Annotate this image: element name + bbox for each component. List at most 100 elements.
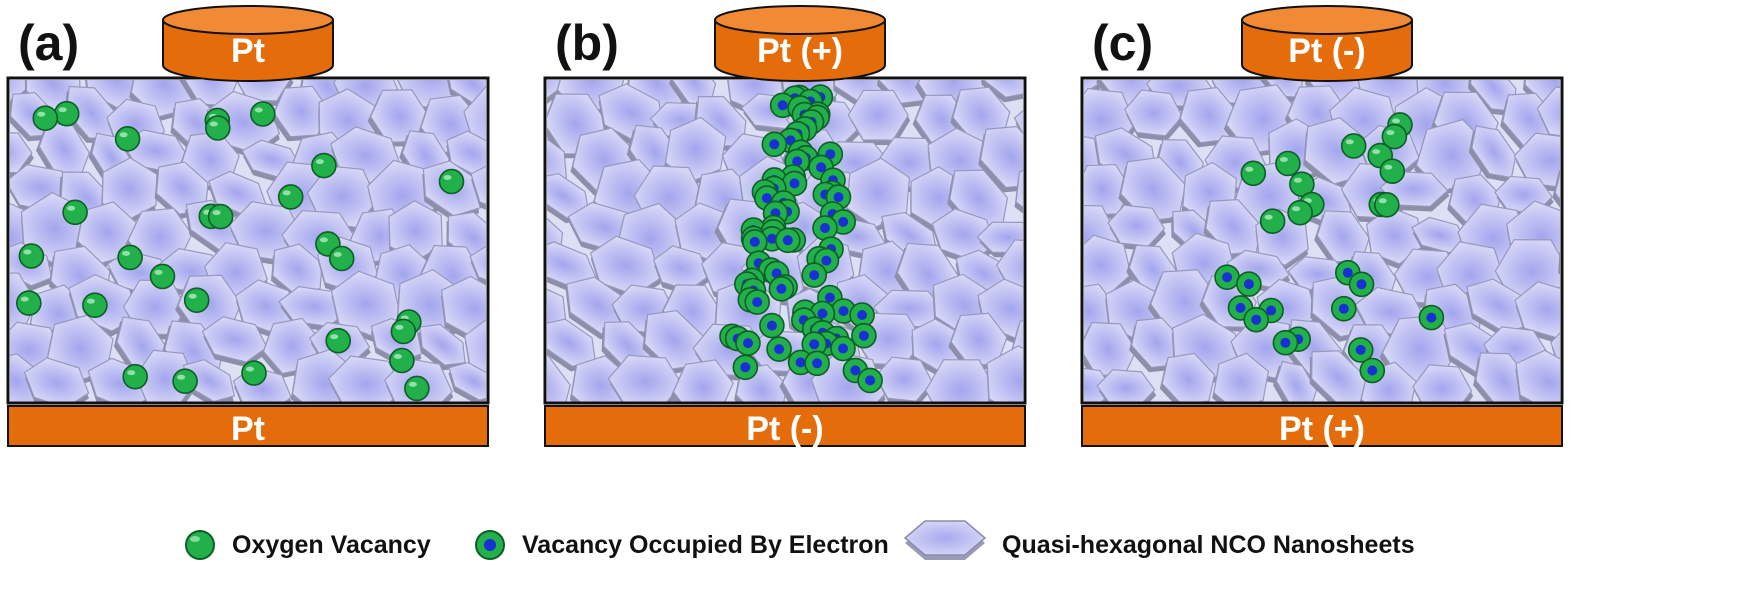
- occupied-vacancy: [1330, 295, 1357, 322]
- nanosheet: [448, 361, 486, 402]
- panel-c-diagram: Pt (-) Pt (+): [1080, 5, 1564, 448]
- nanosheet: [670, 359, 734, 402]
- nanosheet: [925, 359, 999, 402]
- oxygen-vacancy: [325, 327, 352, 354]
- nanosheet: [1466, 278, 1533, 338]
- occupied-vacancy: [1418, 304, 1445, 331]
- nanosheet: [1010, 314, 1023, 374]
- occupied-vacancy: [744, 289, 770, 315]
- top-electrode-label: Pt (-): [1288, 32, 1365, 70]
- top-electrode: Pt: [162, 5, 334, 82]
- nanosheet: [271, 243, 323, 300]
- nanosheet: [470, 159, 486, 222]
- panel-a: Pt Pt (a): [6, 0, 528, 500]
- bottom-electrode: Pt (-): [544, 405, 1026, 448]
- oxygen-vacancy: [277, 184, 304, 210]
- panel-c: Pt (-) Pt (+) (c): [1080, 0, 1602, 500]
- oxygen-vacancy: [62, 199, 88, 226]
- legend-nanosheets: Quasi-hexagonal NCO Nanosheets: [900, 515, 1415, 575]
- oxygen-vacancy: [205, 115, 231, 141]
- oxygen-vacancy: [15, 290, 42, 316]
- occupied-vacancy: [735, 330, 761, 356]
- nanosheet: [1314, 210, 1370, 268]
- oxygen-vacancy: [1275, 150, 1301, 177]
- oxygen-vacancy: [241, 360, 267, 386]
- top-electrode-label: Pt (+): [757, 32, 843, 70]
- occupied-vacancy: [1348, 271, 1375, 298]
- nanosheet: [36, 122, 90, 181]
- bottom-electrode: Pt (+): [1081, 405, 1563, 448]
- occupied-vacancy: [1236, 271, 1262, 297]
- nanosheet: [367, 89, 430, 147]
- occupied-vacancy: [1214, 264, 1240, 291]
- occupied-vacancy: [857, 367, 883, 394]
- nanosheet: [1412, 364, 1474, 402]
- nanosheet-layer: [1084, 80, 1560, 402]
- oxygen-vacancy: [117, 244, 143, 271]
- panel-b: Pt (+) Pt (-) (b): [543, 0, 1065, 500]
- oxygen-vacancy: [1381, 123, 1408, 150]
- nanosheet: [986, 345, 1023, 402]
- nanosheet: [547, 353, 571, 402]
- oxygen-vacancy: [389, 347, 415, 374]
- oxygen-vacancy: [183, 287, 210, 314]
- oxygen-vacancy: [328, 245, 355, 272]
- nanosheet: [875, 356, 934, 402]
- occupied-vacancy: [801, 262, 828, 288]
- nanosheet: [1159, 352, 1216, 402]
- panel-label: (a): [18, 15, 80, 71]
- oxygen-vacancy: [82, 292, 108, 319]
- nanosheet: [1107, 204, 1166, 252]
- nanosheet: [547, 80, 566, 106]
- nanosheet: [1129, 317, 1183, 373]
- nanosheet: [1177, 86, 1238, 148]
- oxygen-vacancy: [207, 203, 234, 230]
- occupied-vacancy: [759, 312, 785, 339]
- legend: Oxygen Vacancy Vacancy Occupied By Elect…: [0, 515, 1750, 589]
- occupied-vacancy: [801, 331, 828, 358]
- panel-label: (c): [1092, 15, 1154, 71]
- occupied-vacancy: [742, 229, 768, 255]
- nanosheet: [1013, 102, 1023, 149]
- occupied-vacancy: [781, 170, 808, 197]
- panel-b-diagram: Pt (+) Pt (-): [543, 5, 1027, 448]
- occupied-vacancy: [766, 336, 792, 362]
- nanosheet: [271, 85, 330, 142]
- nanosheet: [1096, 369, 1157, 402]
- oxygen-vacancy-icon: [185, 530, 215, 560]
- occupied-vacancy: [1347, 337, 1374, 363]
- occupied-vacancy: [732, 354, 759, 381]
- oxygen-vacancy: [122, 363, 148, 390]
- legend-oxygen-vacancy-label: Oxygen Vacancy: [232, 530, 431, 559]
- top-electrode: Pt (+): [714, 5, 886, 82]
- nanosheet: [233, 80, 294, 106]
- legend-nanosheets-label: Quasi-hexagonal NCO Nanosheets: [1002, 530, 1415, 559]
- oxygen-vacancy: [149, 263, 176, 290]
- nanosheet: [978, 125, 1023, 193]
- nanosheet: [1124, 89, 1184, 142]
- occupied-vacancy: [1272, 329, 1299, 356]
- oxygen-vacancy: [114, 126, 141, 152]
- bottom-electrode-label: Pt: [231, 410, 265, 448]
- bottom-electrode: Pt: [7, 405, 489, 448]
- oxygen-vacancy: [404, 375, 430, 402]
- oxygen-vacancy: [390, 318, 417, 345]
- vacancy-layer: [1214, 112, 1445, 384]
- occupied-vacancy: [1359, 357, 1386, 384]
- nanosheet: [1468, 80, 1517, 117]
- oxygen-vacancy: [438, 168, 465, 195]
- occupied-vacancy: [851, 322, 877, 349]
- nanosheet: [328, 355, 405, 402]
- nanosheet: [589, 235, 662, 301]
- bottom-electrode-label: Pt (+): [1279, 410, 1365, 448]
- occupied-vacancy: [804, 350, 830, 377]
- oxygen-vacancy: [1240, 160, 1267, 187]
- oxygen-vacancy: [1287, 199, 1313, 226]
- legend-vacancy-occupied-label: Vacancy Occupied By Electron: [522, 530, 889, 559]
- oxygen-vacancy: [1373, 192, 1400, 218]
- nanosheet-layer: [10, 80, 486, 402]
- nanosheet: [1084, 365, 1115, 402]
- oxygen-vacancy: [18, 243, 45, 269]
- oxygen-vacancy: [32, 105, 59, 131]
- nanosheet: [547, 241, 597, 293]
